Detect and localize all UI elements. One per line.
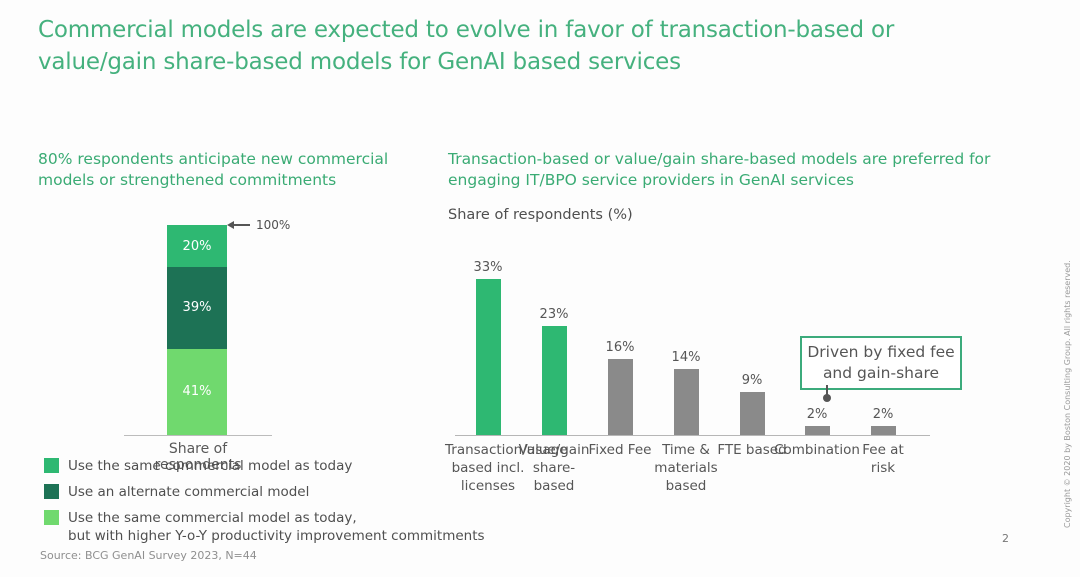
right-chart-axis-line xyxy=(455,435,930,436)
bar-category-label: Fee at risk xyxy=(862,442,904,476)
stacked-bar-chart: 20% 39% 41% xyxy=(167,225,227,435)
stacked-segment-2: 39% xyxy=(167,267,227,349)
copyright-notice: Copyright © 2020 by Boston Consulting Gr… xyxy=(1063,260,1072,528)
right-chart-y-axis-caption: Share of respondents (%) xyxy=(448,207,633,223)
bar-category-label: Fixed Fee xyxy=(588,442,652,458)
legend-item-same-model: Use the same commercial model as today xyxy=(44,457,485,475)
stacked-segment-1: 20% xyxy=(167,225,227,267)
source-note: Source: BCG GenAI Survey 2023, N=44 xyxy=(40,549,257,562)
bar-value-label: 9% xyxy=(741,373,763,388)
callout-connector-line xyxy=(826,385,828,396)
bar-1 xyxy=(476,279,501,435)
left-chart-x-axis-label: Share of respondents xyxy=(154,441,242,473)
segment-value-label: 20% xyxy=(182,238,212,254)
legend-swatch-light-green xyxy=(44,510,59,525)
segment-value-label: 41% xyxy=(182,384,212,400)
bar-category-label: Time & materials based xyxy=(654,442,718,494)
bar-4 xyxy=(674,369,699,435)
legend-swatch-medium-green xyxy=(44,458,59,473)
bar-2 xyxy=(542,326,567,435)
bar-7 xyxy=(871,426,896,435)
legend-label: Use the same commercial model as today, … xyxy=(68,510,485,544)
legend: Use the same commercial model as today U… xyxy=(44,457,485,553)
total-annotation: 100% xyxy=(227,218,291,232)
stacked-segment-3: 41% xyxy=(167,348,227,435)
left-chart-axis-line xyxy=(124,435,272,436)
right-section-heading: Transaction-based or value/gain share-ba… xyxy=(448,150,991,189)
bar-value-label: 16% xyxy=(605,340,635,355)
bar-category-label: FTE based xyxy=(717,442,787,458)
legend-label: Use the same commercial model as today xyxy=(68,458,353,474)
bar-value-label: 2% xyxy=(806,407,828,422)
bar-5 xyxy=(740,392,765,435)
callout-connector-dot xyxy=(823,394,831,402)
legend-item-same-model-higher-productivity: Use the same commercial model as today, … xyxy=(44,509,485,545)
bar-category-label: Value/gain share-based xyxy=(518,442,590,494)
page-number: 2 xyxy=(1002,532,1009,545)
bar-3 xyxy=(608,359,633,435)
bar-6 xyxy=(805,426,830,435)
bar-category-label: Combination xyxy=(774,442,860,458)
left-arrow-icon xyxy=(227,221,250,229)
legend-item-alternate-model: Use an alternate commercial model xyxy=(44,483,485,501)
bar-value-label: 14% xyxy=(671,350,701,365)
bar-value-label: 33% xyxy=(473,260,503,275)
callout-box: Driven by fixed fee and gain-share xyxy=(800,336,962,390)
left-section-heading: 80% respondents anticipate new commercia… xyxy=(38,150,389,189)
total-annotation-label: 100% xyxy=(256,218,291,232)
segment-value-label: 39% xyxy=(182,300,212,316)
bar-value-label: 23% xyxy=(539,307,569,322)
bar-value-label: 2% xyxy=(872,407,894,422)
legend-swatch-dark-green xyxy=(44,484,59,499)
slide-title: Commercial models are expected to evolve… xyxy=(38,17,895,75)
legend-label: Use an alternate commercial model xyxy=(68,484,310,500)
